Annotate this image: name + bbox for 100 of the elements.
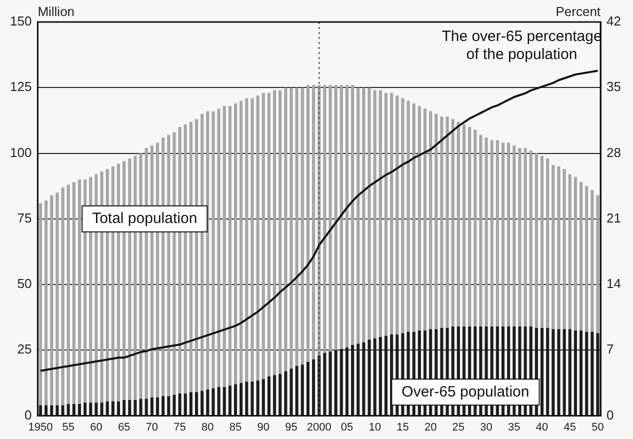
bar	[496, 140, 499, 327]
y2-tick-label: 21	[606, 210, 622, 226]
bar	[234, 384, 238, 416]
bar	[178, 393, 182, 416]
bar	[418, 106, 421, 330]
bar	[300, 88, 304, 365]
bar	[396, 96, 399, 334]
x-tick-label: 20	[424, 421, 437, 434]
bar	[206, 390, 210, 416]
y2-tick-label: 42	[606, 14, 622, 29]
x-tick-label: 15	[396, 421, 409, 434]
x-tick-label: 95	[285, 421, 298, 434]
bar	[156, 397, 160, 416]
bar	[222, 386, 226, 416]
x-tick-label: 30	[480, 421, 492, 434]
x-tick-label: 10	[368, 421, 381, 434]
bar	[240, 100, 243, 383]
bar	[44, 405, 48, 416]
bar	[78, 180, 82, 404]
y2-axis-title: Percent	[556, 4, 601, 20]
bar	[256, 380, 260, 416]
bar	[378, 90, 382, 338]
x-tick-label: 45	[564, 421, 576, 434]
bar	[228, 386, 232, 416]
y-axis-title: Million	[38, 4, 75, 20]
bar	[262, 92, 265, 380]
bar	[334, 85, 338, 350]
bar	[162, 396, 165, 416]
bar	[284, 88, 288, 372]
bar	[144, 398, 148, 416]
bar	[596, 195, 600, 334]
bar	[262, 379, 265, 416]
bar	[412, 103, 416, 332]
bar	[284, 371, 288, 416]
bar	[222, 106, 226, 387]
bar	[139, 398, 142, 416]
bar	[351, 85, 354, 345]
bar	[290, 88, 293, 369]
bar	[546, 158, 550, 328]
bar	[122, 400, 126, 416]
bar	[267, 92, 270, 376]
x-tick-label: 80	[202, 421, 214, 434]
bar	[384, 92, 388, 336]
bar	[200, 390, 204, 416]
bar	[240, 382, 243, 416]
bar	[78, 404, 82, 416]
bar	[479, 134, 482, 327]
bar	[111, 401, 114, 416]
bar	[61, 405, 64, 416]
bar	[562, 169, 566, 330]
bar	[194, 392, 198, 416]
x-tick-label: 35	[508, 421, 520, 434]
y2-tick-label: 0	[606, 407, 614, 422]
bar	[557, 166, 560, 330]
y-tick-label: 0	[24, 407, 32, 422]
bar	[172, 394, 176, 416]
bar	[524, 148, 527, 327]
bar	[116, 401, 120, 416]
bar	[50, 405, 54, 416]
y-tick-label: 50	[17, 276, 32, 292]
bar	[368, 88, 371, 340]
bar	[106, 401, 109, 416]
bar	[56, 405, 59, 416]
bar	[212, 388, 215, 416]
bar	[295, 366, 298, 416]
bar	[44, 200, 48, 406]
bar	[373, 90, 376, 338]
bar	[128, 400, 132, 416]
bar	[306, 85, 310, 362]
bar	[568, 174, 572, 330]
bar	[217, 386, 220, 416]
bar	[507, 142, 510, 327]
bar	[529, 150, 532, 327]
bar	[250, 382, 254, 416]
bar	[440, 116, 444, 328]
bar	[250, 98, 254, 382]
bar	[401, 98, 404, 334]
bar	[484, 138, 488, 327]
bar	[278, 374, 282, 416]
x-tick-label: 85	[229, 421, 242, 434]
bar	[468, 127, 472, 327]
bar	[50, 195, 54, 406]
bar	[306, 362, 310, 416]
bar	[362, 88, 366, 342]
y2-tick-label: 28	[606, 144, 622, 160]
bar	[72, 182, 76, 404]
bar	[580, 182, 583, 330]
bar	[552, 165, 555, 330]
bar	[518, 148, 522, 327]
bar	[312, 85, 316, 360]
bar	[94, 402, 98, 416]
bar	[328, 351, 332, 416]
bar	[273, 90, 276, 376]
x-tick-label: 60	[90, 421, 102, 434]
bar	[490, 140, 494, 327]
y-tick-label: 100	[10, 144, 32, 160]
x-tick-label: 1950	[28, 421, 53, 434]
y-tick-label: 25	[17, 342, 32, 357]
bar	[66, 404, 70, 416]
bar	[406, 100, 410, 332]
